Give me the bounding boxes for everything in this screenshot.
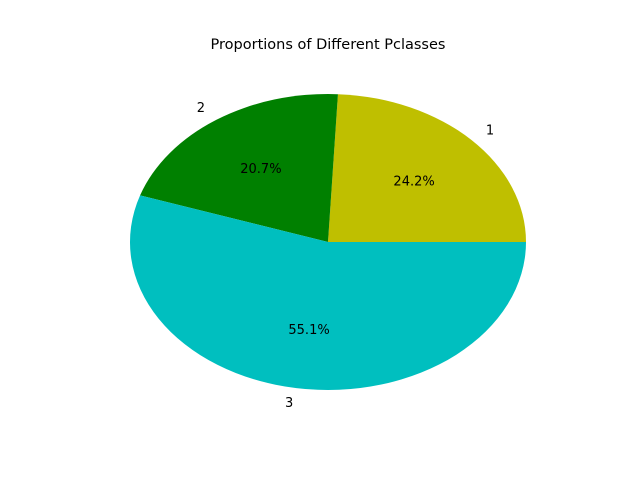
slice-label-2: 2 bbox=[197, 101, 205, 116]
slice-percent-2: 20.7% bbox=[240, 162, 281, 177]
pie-slice-2 bbox=[140, 94, 338, 243]
slice-label-1: 1 bbox=[486, 123, 494, 138]
pie-slices bbox=[130, 94, 527, 391]
pie-slice-1 bbox=[328, 94, 526, 242]
slice-percent-3: 55.1% bbox=[288, 323, 329, 338]
pie-slice-3 bbox=[130, 195, 527, 391]
slice-percent-1: 24.2% bbox=[393, 174, 434, 189]
chart-title: Proportions of Different Pclasses bbox=[211, 37, 446, 53]
pie-labels: 1 24.2% 2 20.7% 3 55.1% bbox=[197, 101, 494, 411]
slice-label-3: 3 bbox=[285, 396, 293, 411]
